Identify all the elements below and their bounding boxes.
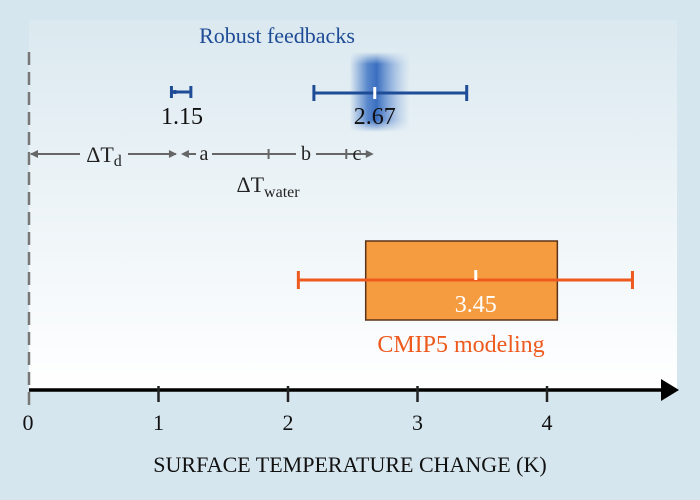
x-tick-label: 3 [412, 410, 423, 435]
x-tick-label: 0 [23, 410, 34, 435]
robust-value-label: 2.67 [354, 104, 396, 130]
arrowhead-left-icon [180, 150, 189, 158]
delta-twater-label: ΔTwater [236, 172, 300, 201]
robust-errorbar: 1.15 [161, 86, 203, 130]
delta-twater-arrow: a b c ΔTwater [180, 143, 374, 201]
delta-td-label: ΔTd [86, 142, 122, 170]
segment-label-c: c [353, 143, 362, 165]
robust-title: Robust feedbacks [199, 23, 355, 48]
x-tick-label: 1 [153, 410, 164, 435]
arrowhead-right-icon [168, 150, 177, 158]
segment-label-b: b [301, 143, 311, 165]
delta-symbol: ΔT [86, 142, 114, 167]
robust-value-label: 1.15 [161, 104, 203, 130]
delta-symbol: ΔT [236, 172, 264, 197]
arrowhead-left-icon [30, 150, 38, 158]
x-tick-label: 2 [283, 410, 294, 435]
delta-td-arrow: ΔTd [30, 142, 177, 170]
arrowhead-right-icon [365, 150, 374, 158]
segment-label-a: a [200, 143, 209, 165]
cmip5-median-label: 3.45 [455, 292, 497, 318]
cmip5-title: CMIP5 modeling [377, 332, 544, 358]
x-tick-label: 4 [542, 410, 553, 435]
x-axis-title: SURFACE TEMPERATURE CHANGE (K) [153, 452, 546, 477]
delta-subscript: d [114, 153, 122, 170]
delta-subscript: water [264, 184, 300, 201]
robust-errorbar: 2.67 [312, 85, 469, 130]
x-axis-arrowhead-icon [661, 379, 679, 401]
